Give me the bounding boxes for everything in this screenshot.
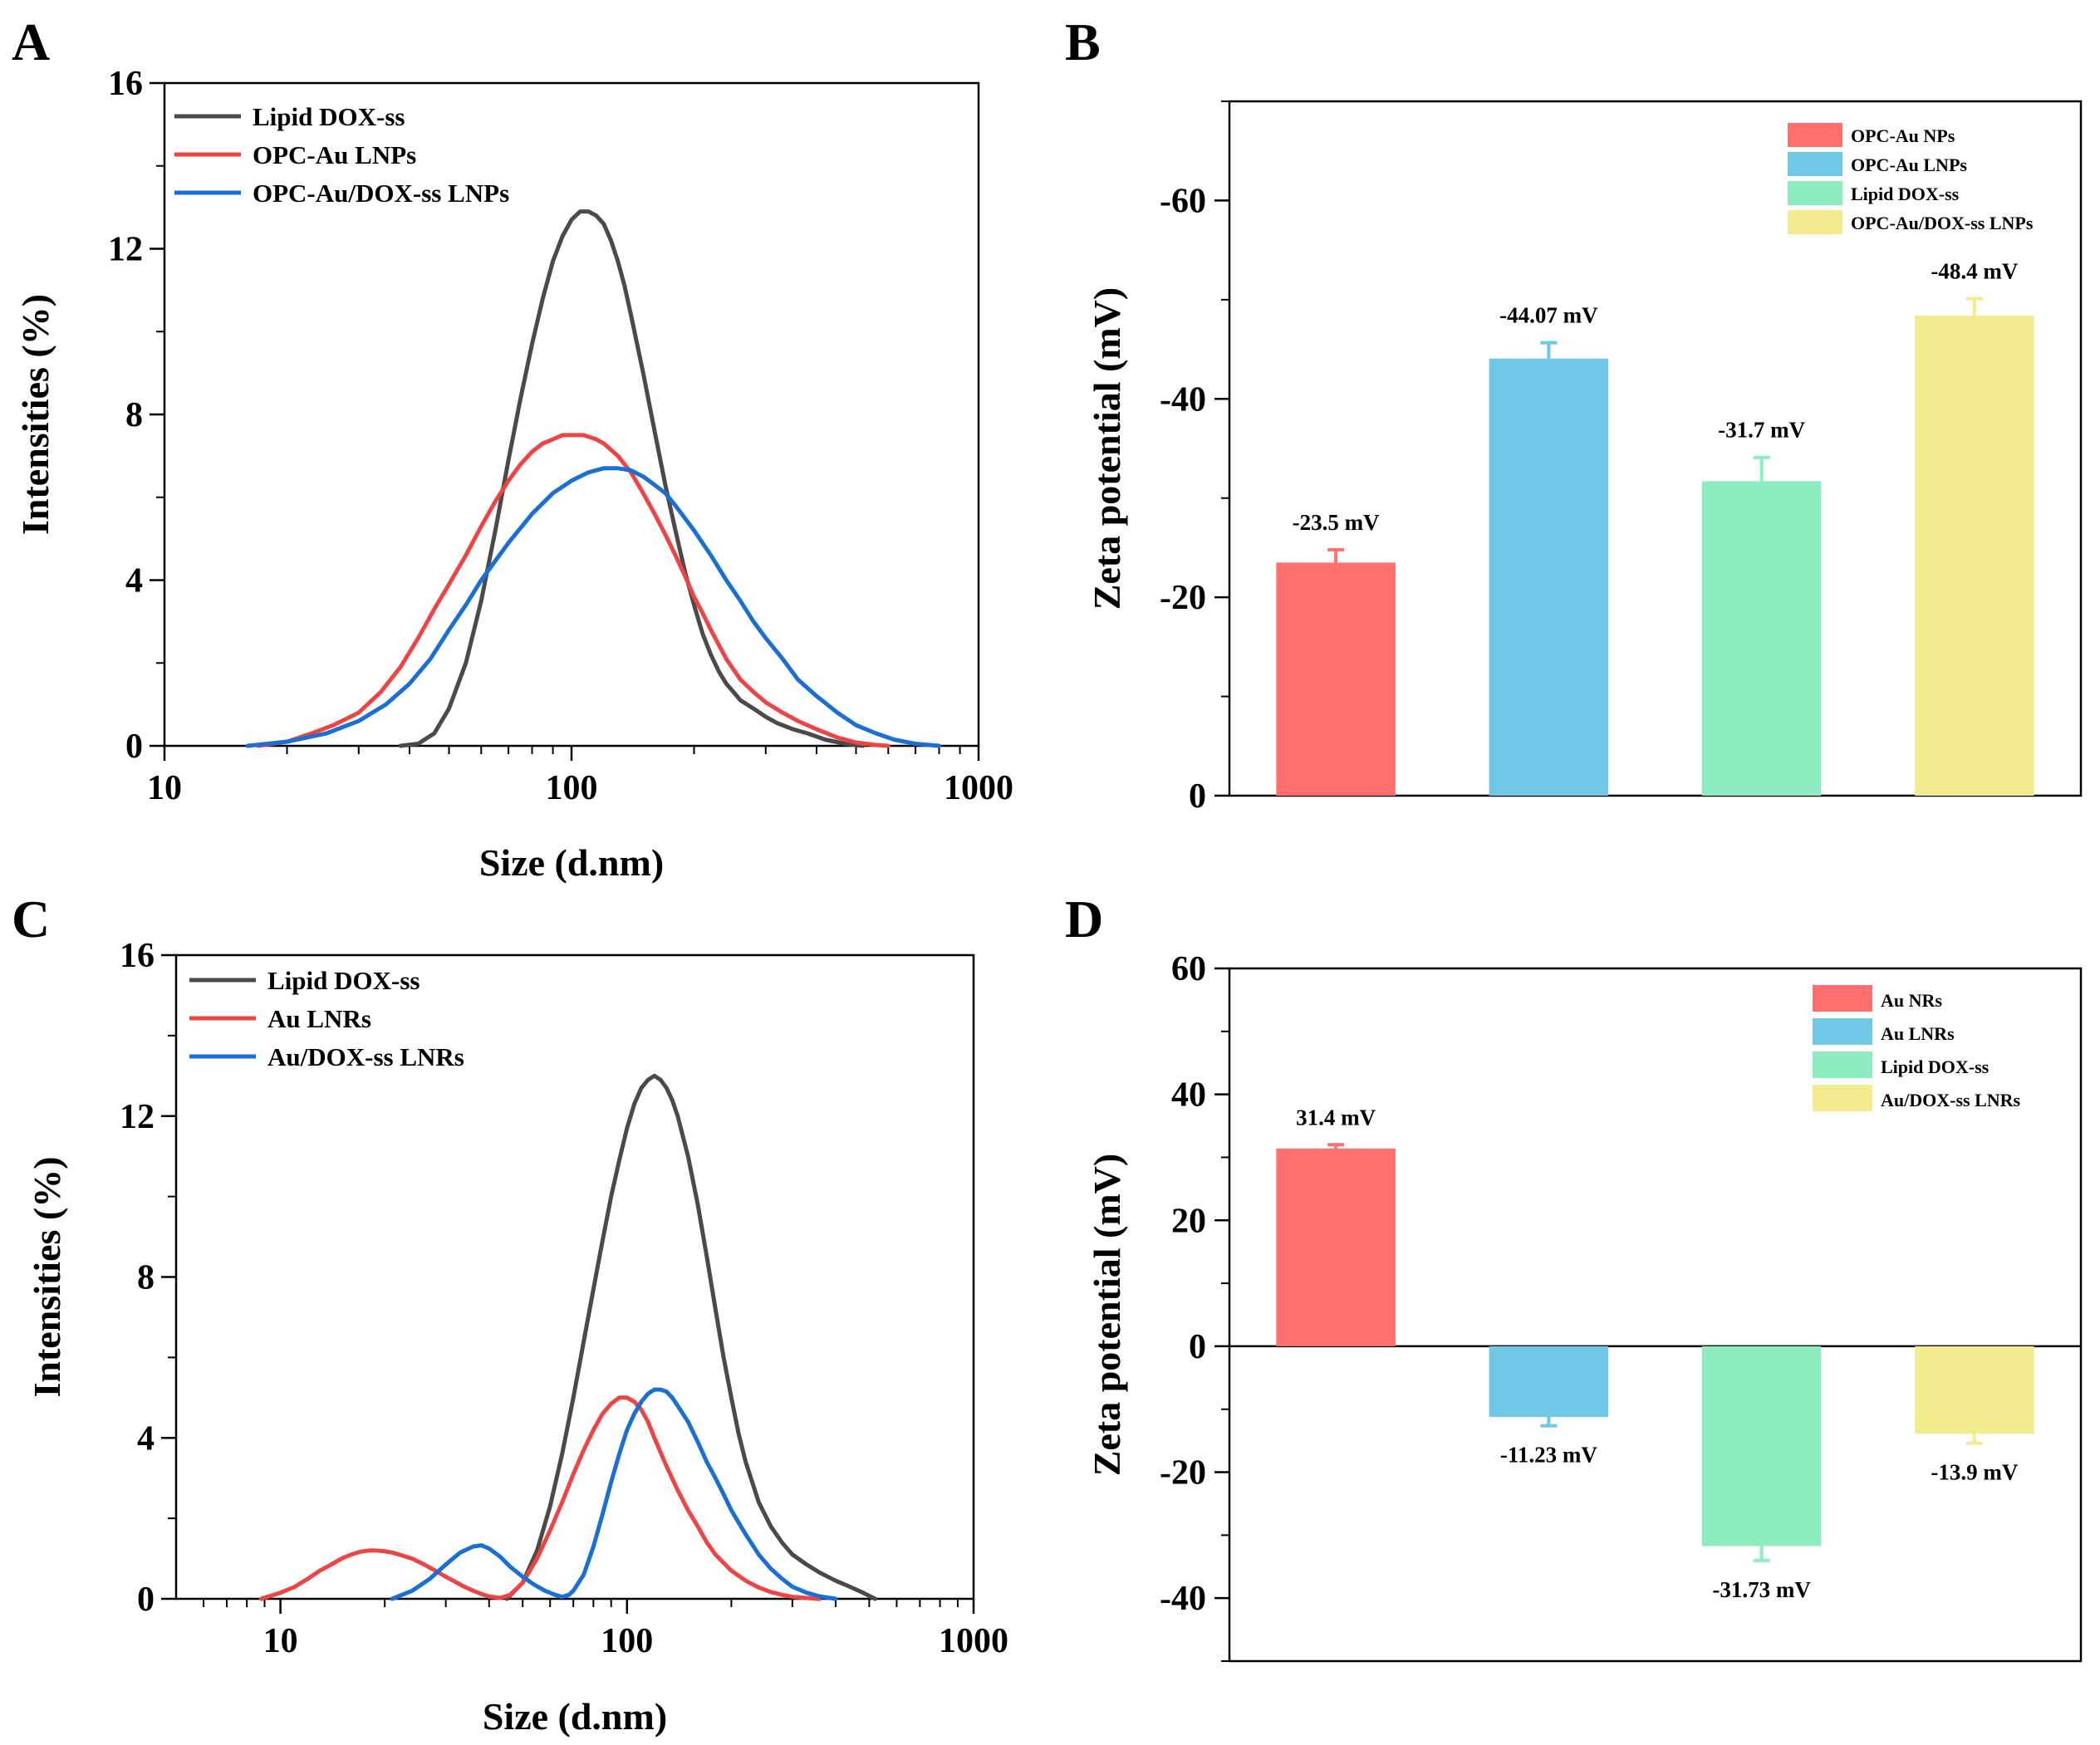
panel-d-y-tick-label: -20 — [1160, 1454, 1206, 1493]
panel-c-x-axis-title: Size (d.nm) — [483, 1695, 667, 1738]
panel-c-legend-label-lipid-dox-ss: Lipid DOX-ss — [267, 966, 420, 995]
panel-b-value-label-opc-au-nps: -23.5 mV — [1293, 510, 1380, 535]
panel-a-series-opc-au-dox-ss-lnps-line — [245, 466, 941, 748]
panel-letter-b: B — [1065, 12, 1101, 71]
panel-c-series-lipid-dox-ss-line — [504, 1073, 877, 1601]
panel-c-x-tick-label: 10 — [263, 1622, 298, 1660]
panel-b-bar-opc-au-lnps — [1489, 358, 1609, 796]
panel-b-legend-label-lipid-dox-ss: Lipid DOX-ss — [1851, 184, 1960, 204]
panel-a-y-tick-label: 4 — [125, 562, 143, 600]
panel-d-bar-au-dox-ss-lnrs — [1915, 1346, 2034, 1434]
panel-d-legend-label-au-nrs: Au NRs — [1881, 990, 1942, 1011]
panel-d-value-label-au-nrs: 31.4 mV — [1296, 1105, 1376, 1130]
panel-d-legend-label-au-dox-ss-lnrs: Au/DOX-ss LNRs — [1881, 1090, 2021, 1110]
panel-c-y-tick-label: 4 — [137, 1419, 155, 1458]
panel-b-y-tick-label: -20 — [1160, 579, 1206, 617]
panel-a-x-axis-title: Size (d.nm) — [479, 841, 664, 884]
panel-b-value-label-opc-au-dox-ss-lnps: -48.4 mV — [1931, 259, 2018, 284]
panel-a-legend-label-opc-au-dox-ss-lnps: OPC-Au/DOX-ss LNPs — [253, 179, 509, 208]
panel-a-x-tick-label: 10 — [147, 769, 182, 807]
panel-d-legend-swatch-au-dox-ss-lnrs — [1813, 1085, 1872, 1111]
panel-c-size-distribution-chart: 0 4 8 12 16 10 100 1000 Size (d.nm) Intensities (… — [26, 937, 1008, 1738]
panel-c-y-tick-label: 16 — [120, 937, 155, 975]
panel-b-value-label-opc-au-lnps: -44.07 mV — [1499, 303, 1598, 328]
panel-b-bar-opc-au-dox-ss-lnps — [1915, 315, 2034, 797]
panel-b-y-tick-label: 0 — [1189, 777, 1206, 816]
panel-a-size-distribution-chart: 0 4 8 12 16 10 100 1000 Size (d.nm) Intensities (… — [14, 65, 1013, 884]
panel-c-legend-label-au-lnrs: Au LNRs — [267, 1004, 371, 1033]
panel-c-y-tick-label: 12 — [120, 1098, 155, 1136]
panel-b-legend-label-opc-au-dox-ss-lnps: OPC-Au/DOX-ss LNPs — [1851, 213, 2034, 233]
panel-d-bar-au-nrs — [1276, 1148, 1396, 1346]
panel-a-y-tick-label: 8 — [125, 396, 143, 434]
panel-c-x-tick-label: 1000 — [939, 1622, 1008, 1660]
panel-b-y-axis-title: Zeta potential (mV) — [1086, 287, 1128, 610]
panel-b-value-label-lipid-dox-ss: -31.7 mV — [1718, 418, 1805, 443]
panel-c-legend-label-au-dox-ss-lnrs: Au/DOX-ss LNRs — [267, 1042, 464, 1071]
panel-d-zeta-potential-chart: -40 -20 0 20 40 60 Zeta potential (mV) 31.4 mV -… — [1086, 950, 2083, 1663]
panel-b-bar-opc-au-nps — [1276, 562, 1396, 796]
panel-a-legend-label-lipid-dox-ss: Lipid DOX-ss — [253, 102, 405, 131]
panel-d-legend-label-lipid-dox-ss: Lipid DOX-ss — [1881, 1056, 1990, 1077]
panel-d-y-tick-label: 0 — [1189, 1328, 1206, 1366]
panel-d-legend-label-au-lnrs: Au LNRs — [1881, 1023, 1955, 1044]
panel-a-y-tick-label: 0 — [125, 728, 143, 766]
panel-b-legend-swatch-lipid-dox-ss — [1788, 181, 1842, 205]
panel-d-legend-swatch-lipid-dox-ss — [1813, 1051, 1872, 1078]
panel-a-y-tick-label: 16 — [108, 65, 143, 103]
panel-d-y-tick-label: -40 — [1160, 1580, 1206, 1618]
panel-d-y-axis-title: Zeta potential (mV) — [1086, 1154, 1128, 1476]
panel-d-value-label-lipid-dox-ss: -31.73 mV — [1712, 1577, 1811, 1602]
panel-letter-d: D — [1065, 890, 1103, 948]
panel-c-series-au-lnrs-line — [258, 1395, 822, 1601]
panel-a-series-lipid-dox-ss-line — [398, 209, 866, 748]
panel-b-legend-swatch-opc-au-nps — [1788, 123, 1842, 147]
panel-d-y-tick-label: 60 — [1171, 950, 1206, 988]
panel-d-value-label-au-dox-ss-lnrs: -13.9 mV — [1931, 1460, 2018, 1485]
panel-b-zeta-potential-chart: 0 -20 -40 -60 Zeta potential (mV) -23.5 mV -44… — [1086, 100, 2083, 816]
panel-b-bar-lipid-dox-ss — [1701, 481, 1822, 796]
panel-b-legend-swatch-opc-au-lnps — [1788, 152, 1842, 176]
panel-d-bar-lipid-dox-ss — [1701, 1346, 1822, 1546]
panel-a-y-tick-label: 12 — [108, 231, 143, 269]
panel-c-y-axis-title: Intensities (%) — [26, 1156, 68, 1397]
panel-d-plot-frame — [1228, 967, 2083, 1663]
panel-a-x-tick-label: 1000 — [944, 769, 1013, 807]
panel-c-y-tick-label: 8 — [137, 1259, 155, 1297]
panel-letter-c: C — [12, 890, 50, 948]
panel-d-y-tick-label: 40 — [1171, 1076, 1206, 1115]
panel-b-legend-label-opc-au-lnps: OPC-Au LNPs — [1851, 154, 1967, 175]
panel-b-y-tick-label: -40 — [1160, 380, 1206, 419]
panel-d-legend-swatch-au-nrs — [1813, 985, 1872, 1012]
panel-a-legend-label-opc-au-lnps: OPC-Au LNPs — [253, 140, 416, 169]
panel-a-y-axis-title: Intensities (%) — [14, 294, 56, 535]
panel-b-legend-swatch-opc-au-dox-ss-lnps — [1788, 210, 1842, 234]
panel-b-y-tick-label: -60 — [1160, 182, 1206, 220]
panel-d-legend-swatch-au-lnrs — [1813, 1018, 1872, 1045]
panel-d-value-label-au-lnrs: -11.23 mV — [1500, 1443, 1597, 1468]
panel-b-legend-label-opc-au-nps: OPC-Au NPs — [1851, 125, 1955, 146]
panel-d-bar-au-lnrs — [1489, 1346, 1609, 1418]
panel-a-series-opc-au-lnps-line — [256, 433, 891, 748]
panel-b-plot-frame — [1228, 100, 2083, 797]
panel-a-x-tick-label: 100 — [546, 769, 598, 807]
panel-d-y-tick-label: 20 — [1171, 1202, 1206, 1240]
panel-c-series-au-dox-ss-lnrs-line — [390, 1387, 838, 1601]
panel-c-x-tick-label: 100 — [601, 1622, 653, 1660]
panel-c-y-tick-label: 0 — [137, 1581, 155, 1619]
panel-letter-a: A — [12, 12, 50, 71]
